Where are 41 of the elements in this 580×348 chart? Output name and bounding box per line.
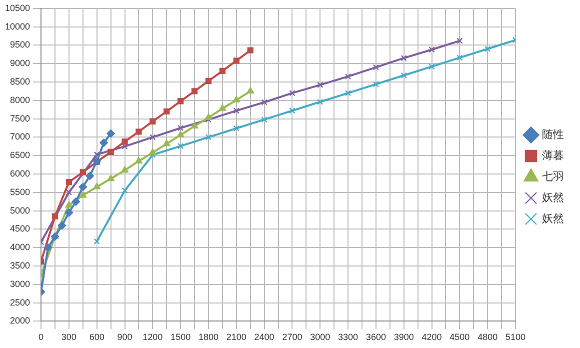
- x-tick-label: 1500: [170, 332, 191, 342]
- y-tick-label: 3500: [10, 260, 30, 270]
- y-tick-label: 5000: [10, 205, 30, 216]
- x-tick-label: 1800: [198, 332, 219, 342]
- legend-label: 妖然: [542, 192, 564, 204]
- y-tick-label: 2500: [10, 297, 30, 308]
- y-tick-label: 9500: [10, 40, 30, 50]
- legend-label: 妖然: [542, 213, 564, 226]
- x-tick-label: 4500: [450, 332, 470, 342]
- y-tick-label: 10500: [4, 2, 30, 13]
- y-tick-label: 3000: [10, 278, 30, 289]
- y-tick-label: 8000: [10, 94, 30, 105]
- x-tick-label: 3000: [310, 332, 330, 342]
- y-tick-label: 2000: [10, 316, 30, 326]
- x-tick-label: 3600: [366, 332, 386, 342]
- legend-label: 薄暮: [542, 149, 564, 162]
- y-tick-label: 5500: [10, 186, 30, 197]
- x-tick-label: 4200: [422, 332, 442, 342]
- y-tick-label: 4000: [10, 242, 30, 252]
- y-tick-label: 9000: [10, 58, 30, 68]
- legend-label: 七羽: [542, 170, 564, 184]
- x-tick-label: 0: [38, 332, 44, 342]
- y-tick-label: 6000: [10, 168, 30, 178]
- x-tick-label: 600: [89, 332, 104, 342]
- x-tick-label: 2700: [282, 332, 302, 342]
- x-tick-label: 300: [61, 332, 76, 342]
- x-tick-label: 3300: [338, 332, 358, 342]
- x-tick-label: 900: [117, 332, 132, 342]
- legend-label: 随性: [542, 129, 564, 142]
- x-tick-label: 3900: [394, 332, 414, 342]
- y-tick-label: 6500: [10, 150, 30, 160]
- x-tick-label: 2100: [226, 332, 246, 342]
- y-tick-label: 8500: [10, 76, 30, 86]
- x-tick-label: 4800: [478, 332, 498, 342]
- y-tick-label: 4500: [10, 224, 30, 234]
- y-tick-label: 10000: [4, 21, 30, 32]
- x-tick-label: 2400: [254, 332, 274, 342]
- x-tick-label: 5100: [505, 332, 526, 342]
- y-tick-label: 7000: [10, 132, 30, 142]
- y-tick-label: 7500: [10, 113, 30, 124]
- x-tick-label: 1200: [142, 332, 163, 342]
